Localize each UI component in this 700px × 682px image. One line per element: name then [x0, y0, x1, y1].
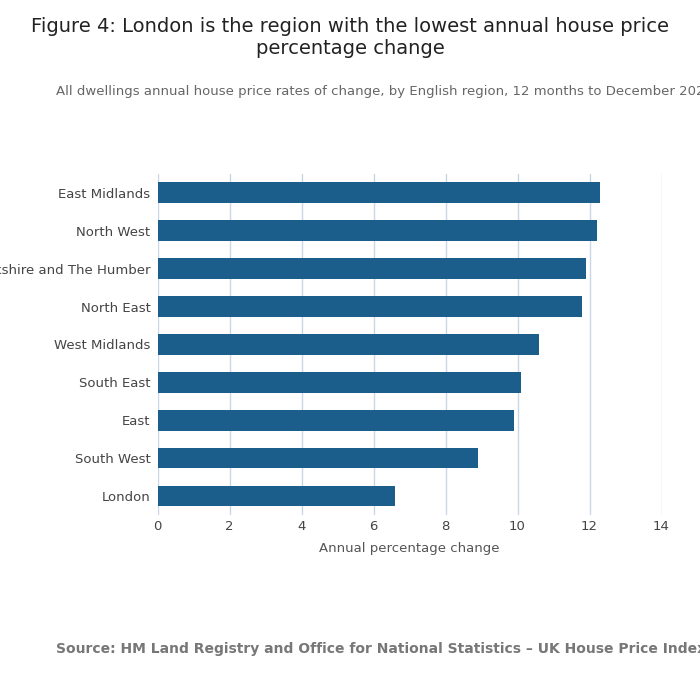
Text: All dwellings annual house price rates of change, by English region, 12 months t: All dwellings annual house price rates o…: [56, 85, 700, 98]
Bar: [158, 220, 596, 241]
Bar: [158, 334, 539, 355]
Bar: [158, 447, 478, 469]
Bar: [158, 258, 586, 279]
Bar: [158, 410, 514, 430]
Bar: [158, 486, 395, 506]
Bar: [158, 296, 582, 317]
Text: Source: HM Land Registry and Office for National Statistics – UK House Price Ind: Source: HM Land Registry and Office for …: [56, 642, 700, 656]
Text: Figure 4: London is the region with the lowest annual house price
percentage cha: Figure 4: London is the region with the …: [31, 17, 669, 58]
Bar: [158, 183, 601, 203]
Bar: [158, 372, 521, 393]
X-axis label: Annual percentage change: Annual percentage change: [319, 542, 500, 554]
